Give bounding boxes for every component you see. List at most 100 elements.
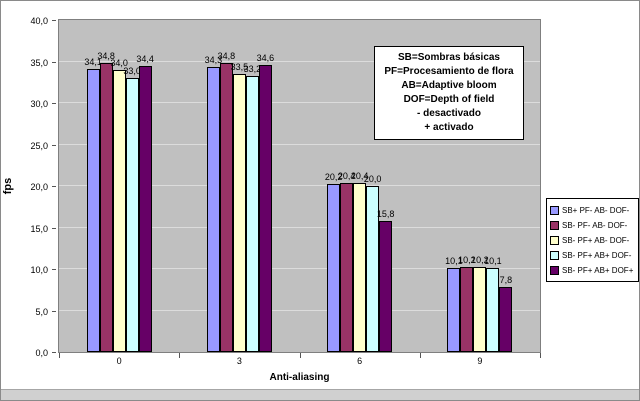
y-axis: 0,0 5,0 10,0 15,0 20,0 25,0 30,0 35,0 40,0	[1, 16, 56, 358]
gridline	[59, 102, 540, 103]
bar-data-label: 33,5	[230, 61, 249, 72]
x-tick-mark	[59, 353, 60, 358]
bar-data-label: 33,0	[123, 66, 141, 77]
x-axis: 0 3 6 9	[59, 353, 541, 370]
x-tick-mark	[419, 353, 421, 358]
bar-data-label: 15,8	[376, 208, 395, 219]
y-tick-mark	[52, 103, 56, 104]
bar	[99, 63, 113, 352]
annotation-line: + activado	[424, 122, 474, 133]
y-tick-label: 30,0	[30, 99, 48, 109]
bar-data-label: 20,0	[363, 174, 382, 184]
bar	[340, 182, 354, 352]
legend-label: SB+ PF- AB- DOF-	[562, 206, 630, 215]
bar-data-label: 20,2	[324, 172, 343, 183]
y-tick-mark	[52, 61, 56, 63]
y-tick-mark	[52, 352, 56, 353]
y-tick-label: 15,0	[30, 223, 48, 234]
bar	[86, 68, 100, 352]
annotation-box: SB=Sombras básicas PF=Procesamiento de fl…	[374, 46, 524, 140]
bar	[379, 220, 393, 352]
legend-item: SB- PF- AB- DOF-	[550, 218, 636, 233]
bar-data-label: 10,2	[458, 255, 476, 266]
legend-marker-icon	[550, 206, 559, 215]
bar-data-label: 34,8	[217, 51, 236, 62]
legend-item: SB- PF+ AB- DOF-	[550, 233, 636, 248]
bar	[232, 73, 246, 352]
bar-data-label: 34,6	[256, 52, 275, 63]
y-tick-mark	[52, 227, 56, 229]
legend-marker-icon	[550, 236, 559, 245]
legend: SB+ PF- AB- DOF- SB- PF- AB- DOF- SB- PF+ …	[546, 198, 639, 282]
bar-data-label: 10,1	[445, 256, 463, 267]
annotation-line: SB=Sombras básicas	[398, 52, 500, 63]
bar	[327, 184, 341, 352]
y-tick-mark	[52, 186, 56, 187]
bar	[125, 78, 139, 352]
y-tick-mark	[52, 269, 56, 270]
x-category-label: 0	[116, 356, 122, 366]
bar	[447, 268, 461, 352]
bar	[460, 267, 474, 352]
bar	[219, 63, 233, 352]
bar	[366, 186, 380, 352]
legend-item: SB- PF+ AB+ DOF-	[550, 248, 636, 263]
y-tick-label: 10,0	[30, 265, 48, 275]
y-tick-label: 25,0	[30, 140, 48, 151]
bar-data-label: 34,3	[204, 55, 223, 66]
annotation-line: AB=Adaptive bloom	[401, 80, 497, 91]
bar-data-label: 34,4	[136, 54, 154, 65]
annotation-line: PF=Procesamiento de flora	[384, 66, 514, 77]
legend-marker-icon	[550, 251, 559, 260]
legend-label: SB- PF+ AB+ DOF-	[562, 251, 632, 260]
bar	[486, 268, 500, 352]
bar	[473, 267, 487, 352]
y-tick-label: 35,0	[30, 57, 48, 68]
x-tick-mark	[299, 353, 301, 358]
bar-data-label: 20,4	[337, 170, 356, 181]
legend-label: SB- PF+ AB- DOF-	[562, 236, 630, 245]
bar-data-label: 34,0	[110, 57, 128, 68]
x-tick-mark	[179, 353, 181, 358]
annotation-line: DOF=Depth of field	[403, 94, 495, 105]
bar-data-label: 34,8	[97, 51, 115, 62]
annotation-line: - desactivado	[417, 108, 481, 119]
bar	[206, 67, 220, 352]
gridline	[59, 185, 540, 186]
bar-data-label: 7,8	[499, 275, 513, 286]
y-tick-label: 5,0	[35, 306, 48, 317]
gridline	[59, 268, 540, 269]
y-tick-label: 0,0	[35, 348, 48, 358]
y-tick-label: 20,0	[30, 182, 48, 192]
bar	[245, 76, 259, 352]
bar	[112, 69, 126, 352]
bar-data-label: 10,1	[484, 256, 502, 267]
gridline	[59, 143, 540, 145]
bar-data-label: 20,4	[350, 170, 369, 181]
bar	[499, 287, 513, 352]
x-category-label: 3	[236, 356, 242, 366]
gridline	[59, 309, 540, 311]
x-axis-title: Anti-aliasing	[269, 372, 330, 383]
x-tick-mark	[540, 353, 541, 358]
window-edge	[1, 389, 639, 400]
bar	[138, 66, 152, 352]
y-tick-label: 40,0	[30, 16, 48, 26]
legend-item: SB+ PF- AB- DOF-	[550, 203, 636, 218]
y-tick-mark	[52, 310, 56, 312]
bar-data-label: 34,1	[84, 56, 102, 67]
x-category-label: 6	[357, 356, 363, 366]
legend-label: SB- PF+ AB+ DOF+	[562, 266, 634, 275]
bar	[353, 182, 367, 352]
legend-marker-icon	[550, 266, 559, 275]
legend-item: SB- PF+ AB+ DOF+	[550, 263, 636, 278]
bar-data-label: 10,2	[471, 255, 489, 266]
legend-marker-icon	[550, 221, 559, 230]
legend-label: SB- PF- AB- DOF-	[562, 221, 628, 230]
x-category-label: 9	[477, 356, 483, 366]
bar-data-label: 33,2	[243, 64, 262, 75]
y-tick-mark	[52, 20, 56, 21]
gridline	[59, 226, 540, 228]
bar	[258, 64, 272, 352]
